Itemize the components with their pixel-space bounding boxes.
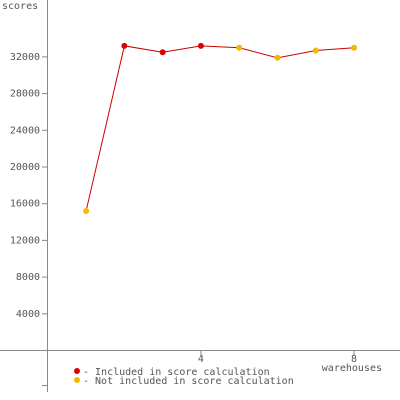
legend-marker (74, 377, 80, 383)
legend-marker (74, 368, 80, 374)
point (121, 42, 128, 49)
x-axis-label: warehouses (322, 363, 382, 374)
x-tick-label: 4 (198, 354, 204, 365)
point (274, 54, 281, 61)
y-tick-label: 4000 (16, 309, 40, 320)
point (351, 44, 358, 51)
y-tick-label: 32000 (10, 52, 40, 63)
y-tick-label: 12000 (10, 235, 40, 246)
point (159, 49, 166, 56)
y-tick-label: 8000 (16, 272, 40, 283)
y-axis-label: scores (2, 1, 38, 12)
y-tick-label: 28000 (10, 89, 40, 100)
legend-label: - Included in score calculation (83, 367, 270, 378)
point (236, 44, 243, 51)
point (197, 42, 204, 49)
point (312, 47, 319, 54)
y-tick-label: 24000 (10, 125, 40, 136)
line (85, 45, 355, 212)
y-tick-label: 20000 (10, 162, 40, 173)
point (83, 208, 90, 215)
legend-label: - Not included in score calculation (83, 376, 294, 387)
y-tick-label: 16000 (10, 199, 40, 210)
x-tick-label: 8 (351, 354, 357, 365)
